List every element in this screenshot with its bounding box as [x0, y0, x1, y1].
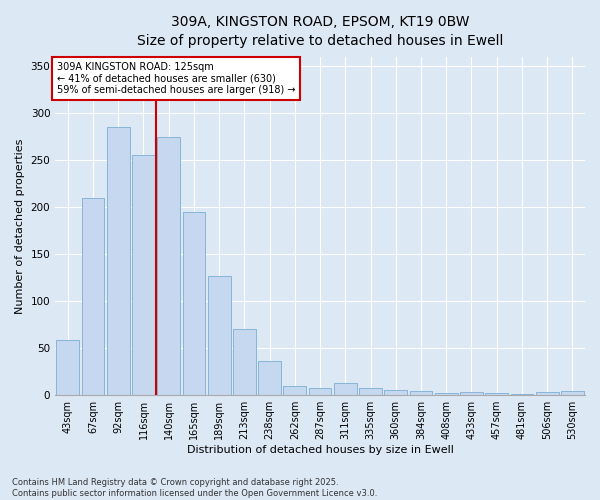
Bar: [132, 156, 155, 395]
Title: 309A, KINGSTON ROAD, EPSOM, KT19 0BW
Size of property relative to detached house: 309A, KINGSTON ROAD, EPSOM, KT19 0BW Siz…: [137, 15, 503, 48]
Text: Contains HM Land Registry data © Crown copyright and database right 2025.
Contai: Contains HM Land Registry data © Crown c…: [12, 478, 377, 498]
Bar: [410, 390, 433, 395]
Bar: [460, 392, 483, 395]
Bar: [258, 362, 281, 395]
Bar: [334, 383, 356, 395]
Bar: [82, 198, 104, 395]
X-axis label: Distribution of detached houses by size in Ewell: Distribution of detached houses by size …: [187, 445, 454, 455]
Bar: [561, 392, 584, 395]
Bar: [157, 136, 180, 395]
Y-axis label: Number of detached properties: Number of detached properties: [15, 138, 25, 314]
Bar: [233, 330, 256, 395]
Bar: [208, 276, 230, 395]
Bar: [56, 340, 79, 395]
Bar: [385, 390, 407, 395]
Bar: [435, 394, 458, 395]
Bar: [283, 386, 306, 395]
Bar: [309, 388, 331, 395]
Bar: [182, 212, 205, 395]
Bar: [359, 388, 382, 395]
Bar: [536, 392, 559, 395]
Bar: [511, 394, 533, 395]
Bar: [485, 394, 508, 395]
Text: 309A KINGSTON ROAD: 125sqm
← 41% of detached houses are smaller (630)
59% of sem: 309A KINGSTON ROAD: 125sqm ← 41% of deta…: [57, 62, 295, 95]
Bar: [107, 127, 130, 395]
